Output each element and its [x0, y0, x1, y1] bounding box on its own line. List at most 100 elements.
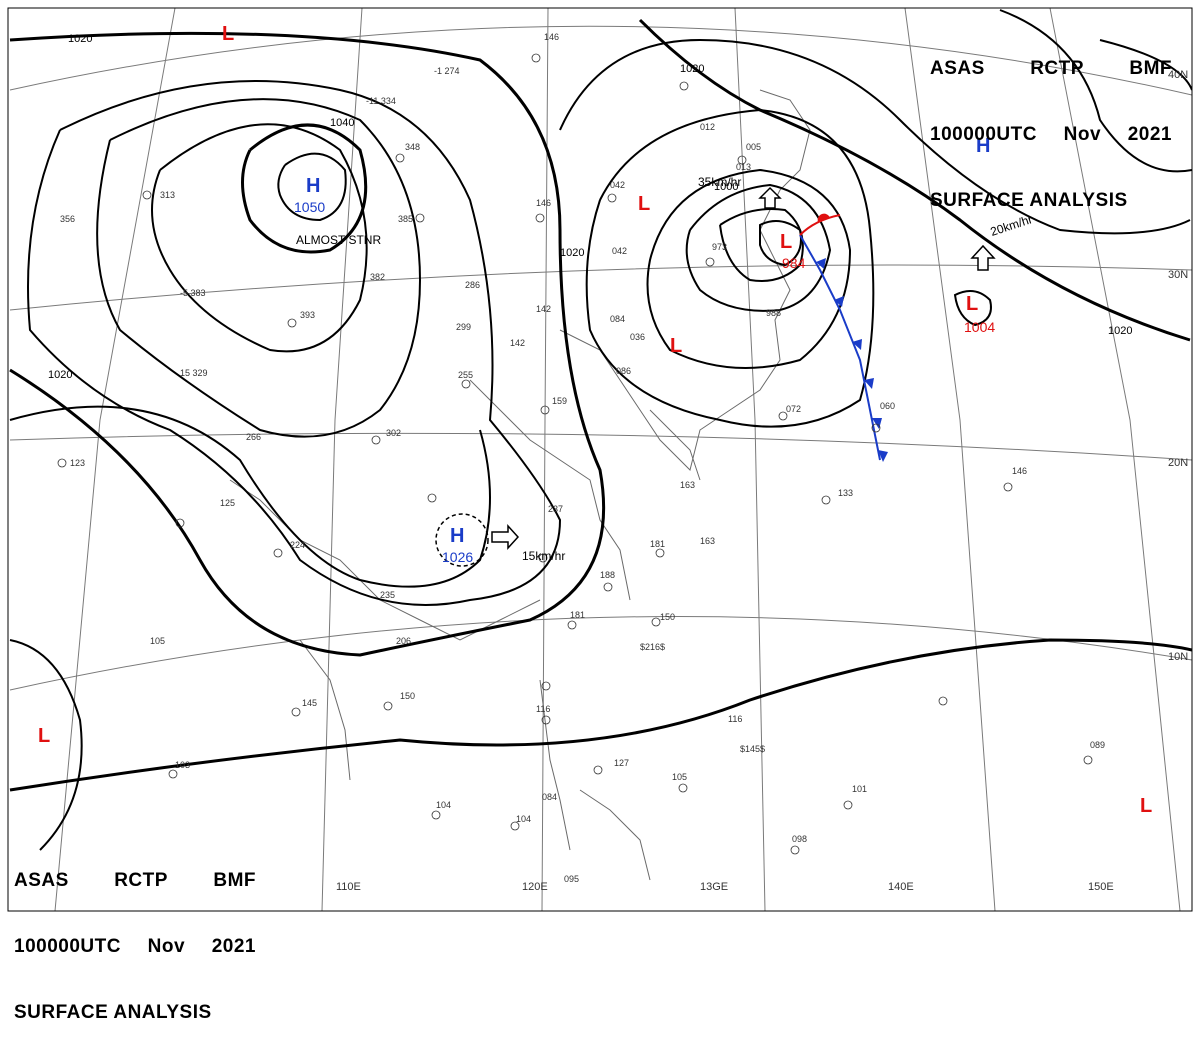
footer-year: 2021: [211, 936, 256, 957]
svg-text:$145$: $145$: [740, 744, 765, 754]
svg-text:095: 095: [564, 874, 579, 884]
svg-text:084: 084: [542, 792, 557, 802]
svg-text:206: 206: [396, 636, 411, 646]
high-movement-note: ALMOST STNR: [296, 233, 381, 247]
map-frame: [7, 7, 1193, 912]
svg-text:072: 072: [786, 404, 801, 414]
extra-low-markers: L L L L: [38, 23, 682, 747]
svg-text:988: 988: [766, 308, 781, 318]
svg-text:150: 150: [400, 691, 415, 701]
svg-text:104: 104: [436, 800, 451, 810]
header-title: SURFACE ANALYSIS: [930, 190, 1128, 211]
high-symbol: H: [450, 525, 464, 547]
svg-text:146: 146: [536, 198, 551, 208]
high-movement-speed: 15km/hr: [522, 549, 565, 563]
svg-text:313: 313: [160, 190, 175, 200]
latitude-labels: 40N 30N 20N 10N: [1168, 69, 1188, 663]
svg-text:127: 127: [614, 758, 629, 768]
low-pressure-value: 1004: [964, 319, 995, 335]
header-issuer: BMF: [1129, 58, 1172, 79]
svg-text:385: 385: [398, 214, 413, 224]
svg-text:-1 274: -1 274: [434, 66, 460, 76]
svg-text:-5 383: -5 383: [180, 288, 206, 298]
longitude-labels: 110E 120E 13GE 140E 150E: [336, 881, 1114, 893]
svg-text:142: 142: [536, 304, 551, 314]
svg-text:098: 098: [792, 834, 807, 844]
svg-text:299: 299: [456, 322, 471, 332]
svg-text:012: 012: [700, 122, 715, 132]
high-pressure-value: 1050: [294, 199, 325, 215]
svg-text:266: 266: [246, 432, 261, 442]
svg-text:235: 235: [380, 590, 395, 600]
svg-text:286: 286: [465, 280, 480, 290]
svg-text:084: 084: [610, 314, 625, 324]
svg-text:089: 089: [1090, 740, 1105, 750]
high-symbol: H: [306, 175, 320, 197]
svg-text:224: 224: [290, 540, 305, 550]
isobar-label: 1020: [1108, 325, 1132, 337]
header-center: RCTP: [1030, 58, 1084, 79]
isobars: [9, 9, 1192, 851]
cold-front: [799, 234, 888, 462]
svg-text:145: 145: [302, 698, 317, 708]
movement-arrows: [491, 186, 996, 550]
svg-text:163: 163: [680, 480, 695, 490]
svg-text:L: L: [222, 23, 234, 45]
pressure-systems: H 1050 ALMOST STNR H 1026 15km/hr H L 98…: [294, 135, 1152, 817]
footer-month: Nov: [147, 936, 186, 957]
header-top: ASAS RCTP BMF 100000UTC Nov 2021 SURFACE ANA…: [930, 14, 1172, 234]
isobar-label: 1020: [560, 247, 584, 259]
low-symbol: L: [780, 231, 792, 253]
low-symbol: L: [966, 293, 978, 315]
warm-front: [799, 213, 841, 236]
svg-text:393: 393: [300, 310, 315, 320]
footer-issuer: BMF: [213, 870, 256, 891]
svg-text:-11 334: -11 334: [366, 96, 396, 106]
longitude-label: 120E: [522, 881, 548, 893]
latitude-label: 30N: [1168, 269, 1188, 281]
header-agency: ASAS: [930, 58, 985, 79]
header-year: 2021: [1127, 124, 1172, 145]
low-symbol: L: [1140, 795, 1152, 817]
latitude-label: 10N: [1168, 651, 1188, 663]
footer-time: 100000UTC: [14, 936, 121, 957]
header-month: Nov: [1063, 124, 1102, 145]
svg-text:104: 104: [516, 814, 531, 824]
svg-text:188: 188: [600, 570, 615, 580]
svg-text:159: 159: [552, 396, 567, 406]
svg-text:116: 116: [728, 714, 742, 724]
longitude-label: 13GE: [700, 881, 728, 893]
svg-text:150: 150: [660, 612, 675, 622]
svg-text:15 329: 15 329: [180, 368, 208, 378]
svg-text:123: 123: [70, 458, 85, 468]
svg-text:348: 348: [405, 142, 420, 152]
svg-text:L: L: [670, 335, 682, 357]
isobar-label: 1000: [714, 181, 738, 193]
longitude-label: 150E: [1088, 881, 1114, 893]
svg-text:105: 105: [672, 772, 687, 782]
header-time: 100000UTC: [930, 124, 1037, 145]
low-movement-speed: 35km/hr: [698, 175, 741, 189]
footer-center: RCTP: [114, 870, 168, 891]
svg-text:255: 255: [458, 370, 473, 380]
header-bottom: ASAS RCTP BMF 100000UTC Nov 2021 SURFACE ANA…: [14, 826, 256, 1046]
svg-text:013: 013: [736, 162, 751, 172]
low-pressure-value: 984: [782, 255, 806, 271]
high-symbol: H: [976, 135, 990, 157]
svg-text:237: 237: [548, 504, 563, 514]
svg-text:382: 382: [370, 272, 385, 282]
svg-text:042: 042: [610, 180, 625, 190]
svg-text:101: 101: [852, 784, 867, 794]
isobar-labels: 1020 1020 1020 1040 1020 1000 1020: [48, 33, 1132, 381]
footer-agency: ASAS: [14, 870, 69, 891]
svg-text:036: 036: [630, 332, 645, 342]
svg-text:142: 142: [510, 338, 525, 348]
svg-text:105: 105: [150, 636, 165, 646]
svg-text:086: 086: [616, 366, 631, 376]
svg-text:181: 181: [570, 610, 585, 620]
svg-text:163: 163: [700, 536, 715, 546]
svg-text:302: 302: [386, 428, 401, 438]
longitude-label: 140E: [888, 881, 914, 893]
